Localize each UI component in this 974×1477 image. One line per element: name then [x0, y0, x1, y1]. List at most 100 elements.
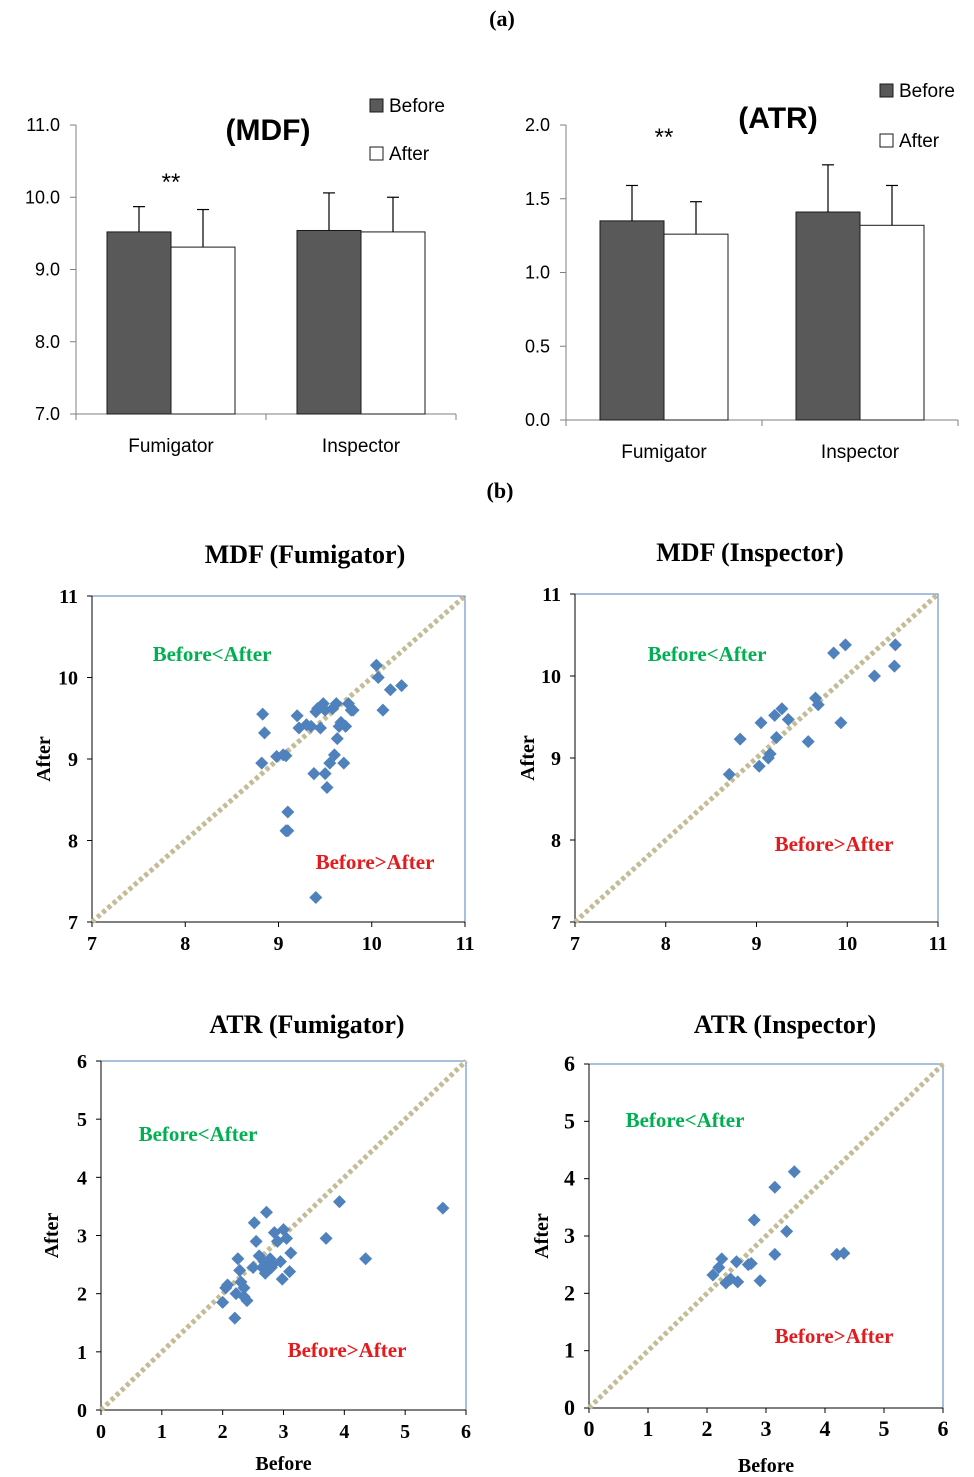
scatter-point [383, 683, 397, 697]
scatter-point [722, 767, 736, 781]
scatter-point [733, 732, 747, 746]
y-tick-label: 0 [564, 1395, 575, 1420]
scatter-point [329, 697, 343, 711]
y-tick-label: 6 [77, 1051, 87, 1073]
scatter-point [753, 1274, 767, 1288]
scatter-point [327, 748, 341, 762]
scatter-point [763, 747, 777, 761]
scatter-point [744, 1257, 758, 1271]
y-axis-label: After [33, 736, 55, 782]
scatter-point [281, 805, 295, 819]
atr-bar-chart: 0.0 0.5 1.0 1.5 2.0 Fumigator Inspector (ATR) **… [525, 81, 959, 463]
scatter-point [275, 1272, 289, 1286]
y-tick-label: 5 [77, 1109, 87, 1131]
chart-title: (ATR) [738, 102, 817, 135]
chart-title: MDF (Inspector) [656, 538, 843, 567]
scatter-point [752, 759, 766, 773]
y-tick-label: 8 [68, 831, 78, 853]
y-tick-label: 11 [59, 586, 78, 608]
region-label-lower: Before>After [316, 850, 435, 874]
y-tick-label: 0 [77, 1400, 87, 1422]
y-tick-label: 2.0 [525, 115, 550, 135]
scatter-point [247, 1216, 261, 1230]
scatter-point [715, 1252, 729, 1266]
bar-after [859, 224, 925, 421]
identity-line [573, 592, 940, 924]
scatter-point [780, 1224, 794, 1238]
x-axis-label: Before [738, 1455, 794, 1477]
x-tick-label: Inspector [322, 436, 401, 457]
scatter-point [371, 671, 385, 684]
scatter-point [240, 1294, 254, 1308]
scatter-point [337, 756, 351, 770]
y-tick-label: 11.0 [26, 115, 60, 135]
x-tick-label: 5 [400, 1421, 410, 1443]
x-tick-label: 8 [661, 933, 671, 955]
x-tick-label: 2 [702, 1416, 713, 1441]
bar-after [170, 246, 236, 415]
x-tick-label: 6 [461, 1421, 471, 1443]
scatter-point [332, 1195, 346, 1209]
x-tick-label: 7 [570, 933, 580, 955]
region-label-upper: Before<After [648, 642, 767, 666]
y-tick-label: 5 [564, 1108, 575, 1133]
x-tick-label: 5 [879, 1416, 890, 1441]
region-label-upper: Before<After [626, 1108, 745, 1132]
bar-before [599, 220, 665, 421]
scatter-point [273, 1255, 287, 1269]
region-label-upper: Before<After [153, 642, 272, 666]
x-tick-label: 11 [929, 933, 948, 955]
scatter-point [249, 1234, 263, 1248]
scatter-point [309, 891, 323, 905]
scatter-point [768, 1247, 782, 1261]
region-label-upper: Before<After [139, 1122, 258, 1146]
scatter-point [283, 1265, 297, 1279]
y-tick-label: 10 [541, 666, 561, 688]
x-tick-label: 4 [820, 1416, 831, 1441]
scatter-point [307, 767, 321, 781]
scatter-point [231, 1252, 245, 1266]
scatter-point [867, 669, 881, 683]
x-tick-label: Fumigator [128, 436, 214, 457]
x-tick-label: 7 [87, 933, 97, 955]
scatter-point [313, 721, 327, 735]
scatter-point [246, 1260, 260, 1274]
scatter-point [320, 781, 334, 795]
scatter-point [259, 1205, 273, 1219]
region-label-lower: Before>After [775, 832, 894, 856]
bar-before [795, 211, 861, 421]
y-axis-label: After [41, 1213, 63, 1259]
scatter-point [318, 767, 332, 781]
region-label-lower: Before>After [288, 1338, 407, 1362]
y-tick-label: 7 [68, 912, 78, 934]
bar-after [663, 233, 729, 421]
legend-label-before: Before [389, 96, 445, 117]
legend-label-before: Before [899, 81, 955, 102]
x-tick-label: 3 [279, 1421, 289, 1443]
scatter-point [768, 708, 782, 722]
y-tick-label: 0.5 [525, 336, 550, 356]
y-tick-label: 6 [564, 1051, 575, 1076]
x-tick-label: 9 [752, 933, 762, 955]
bar-before [106, 231, 172, 415]
x-tick-label: 1 [157, 1421, 167, 1443]
scatter-point [304, 719, 318, 733]
scatter-point [888, 638, 902, 652]
x-tick-label: 0 [584, 1416, 595, 1441]
panel-label-a: (a) [489, 6, 515, 31]
x-axis-label: Before [255, 1453, 311, 1475]
x-tick-label: 0 [96, 1421, 106, 1443]
x-tick-label: 9 [274, 933, 284, 955]
scatter-point [436, 1201, 450, 1215]
scatter-point [369, 658, 383, 672]
scatter-point [781, 712, 795, 726]
legend-swatch-before [369, 98, 384, 113]
x-tick-label: Inspector [821, 442, 900, 463]
scatter-point [281, 824, 295, 838]
region-label-lower: Before>After [775, 1324, 894, 1348]
x-tick-label: 11 [456, 933, 475, 955]
y-tick-label: 1.0 [525, 263, 550, 283]
legend-swatch-after [369, 146, 384, 161]
significance-marker: ** [655, 124, 674, 151]
